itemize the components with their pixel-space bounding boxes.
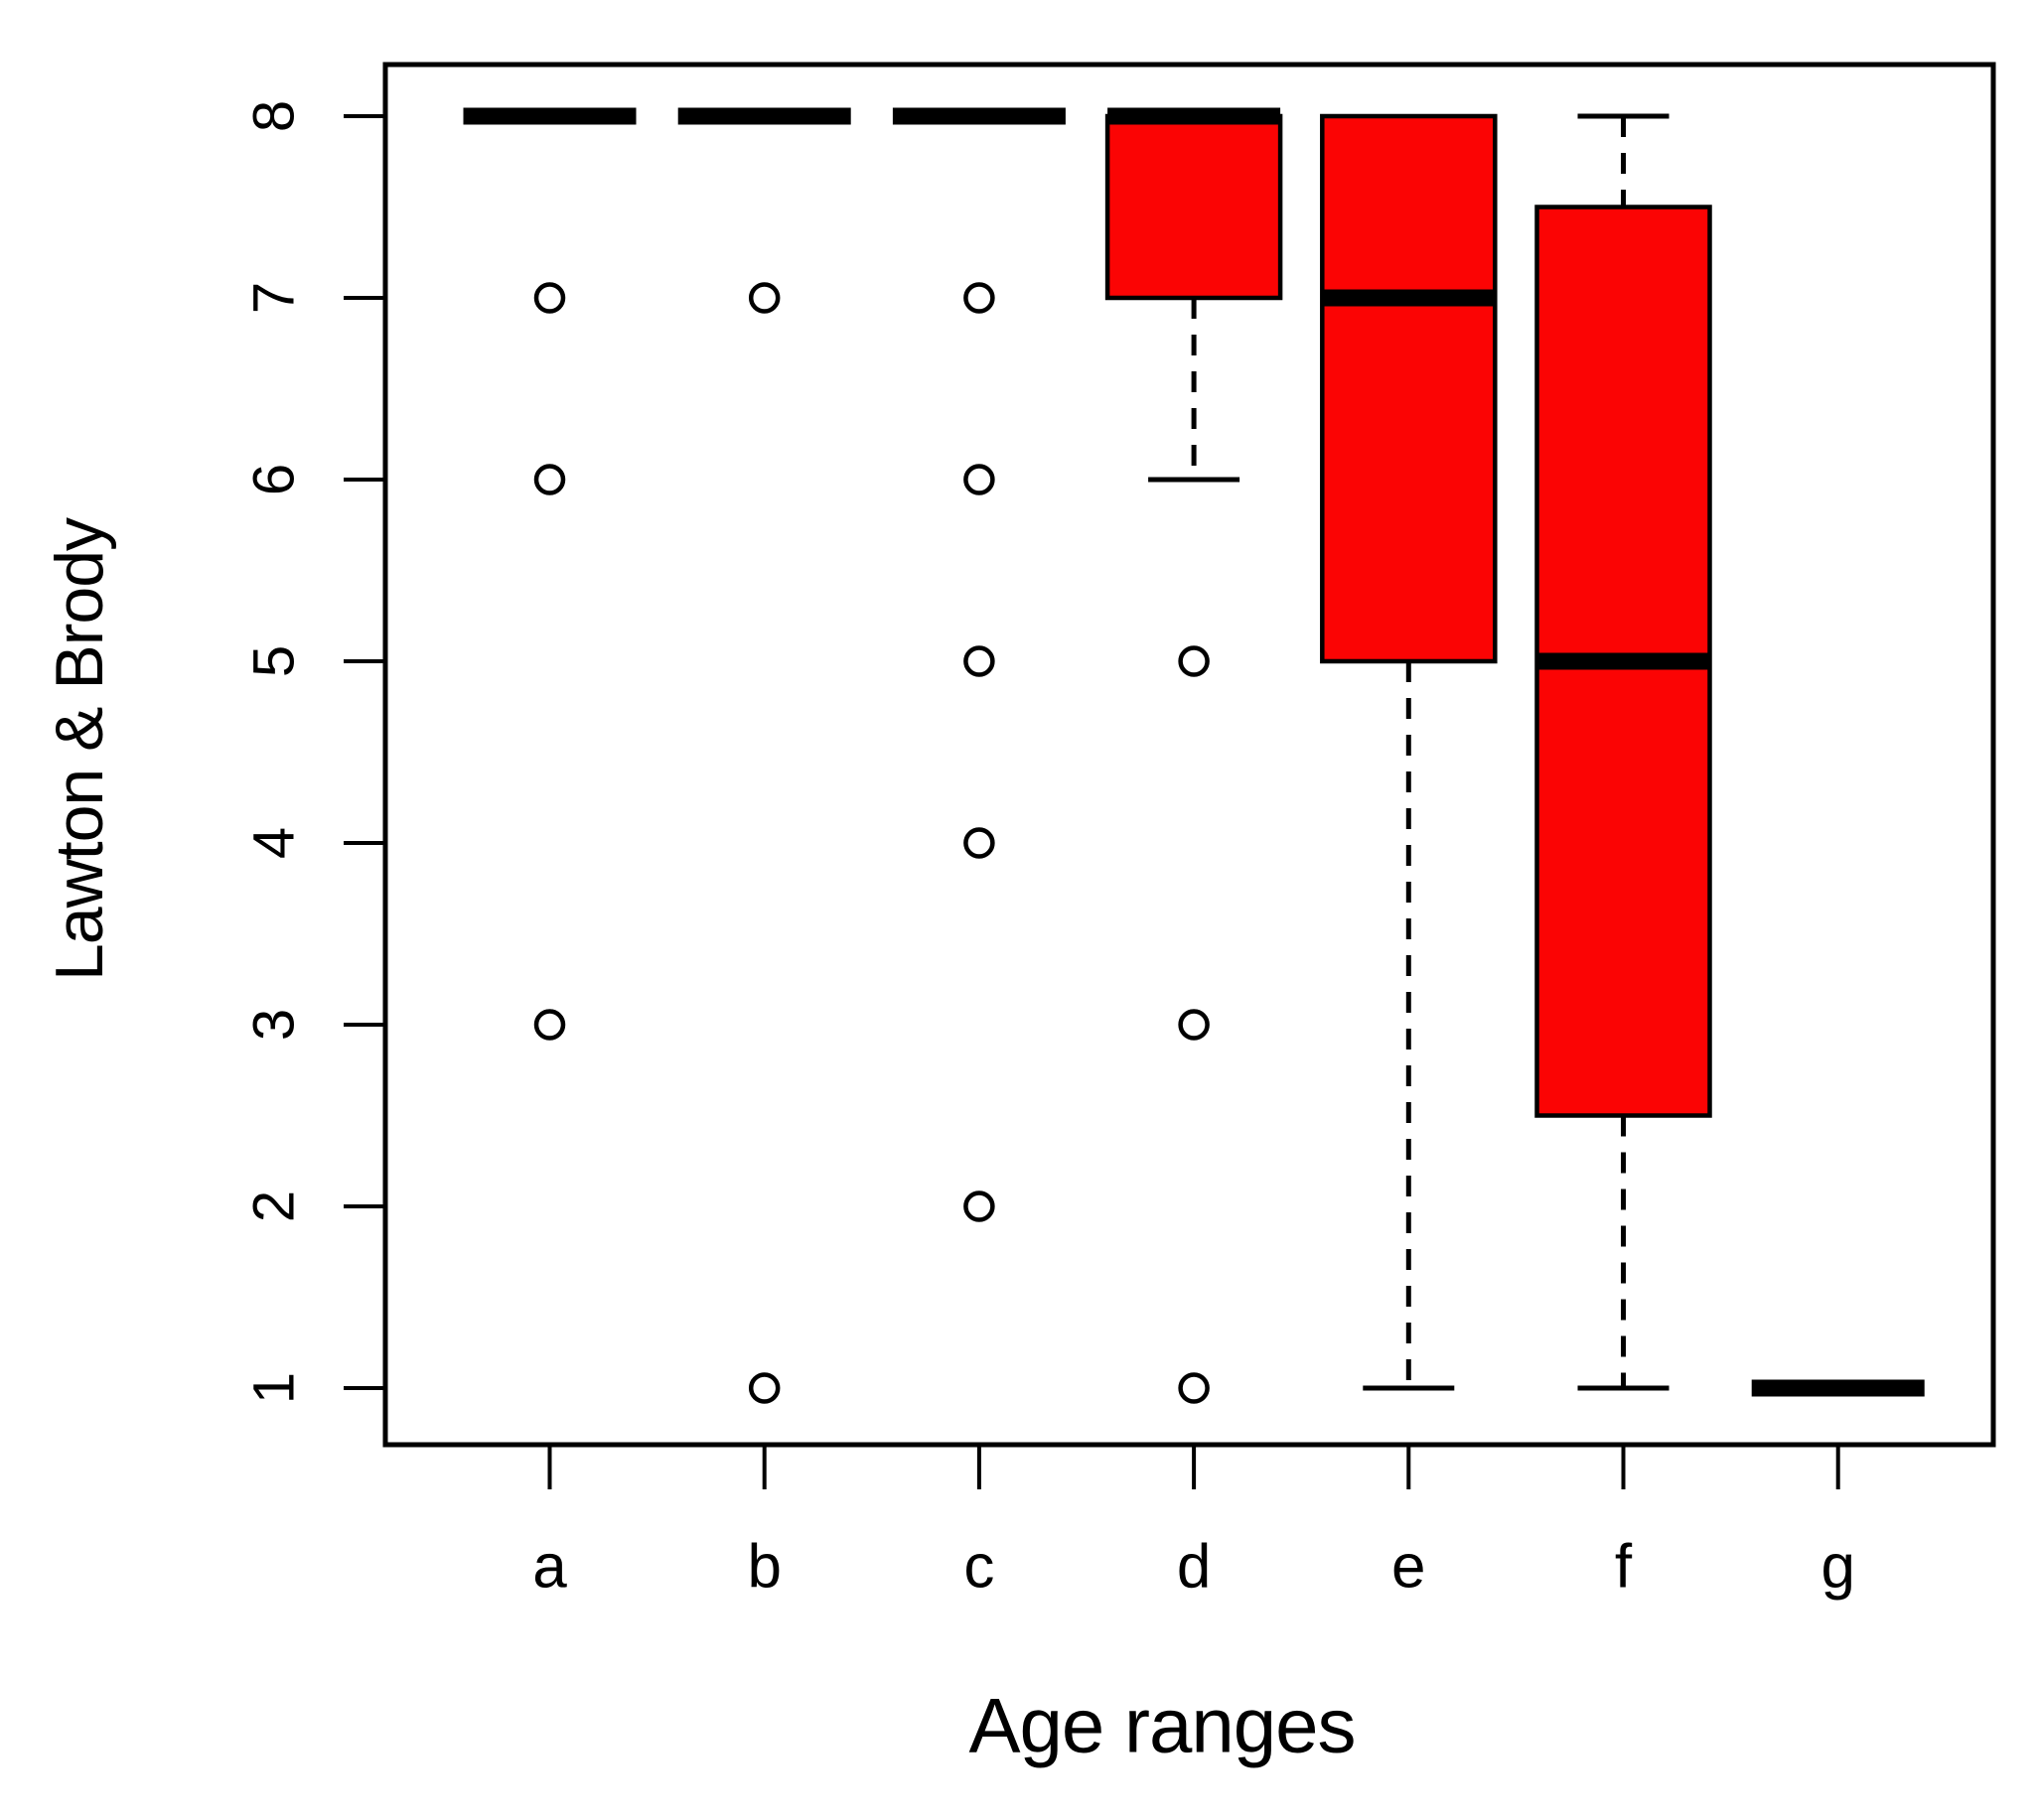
- outlier-point-b-1: [748, 1372, 781, 1404]
- median-line-a: [463, 107, 637, 125]
- y-tick-label: 6: [242, 464, 307, 495]
- plot-border: [382, 62, 1996, 1448]
- outlier-point-b-7: [748, 282, 781, 314]
- median-line-g: [1751, 1379, 1925, 1397]
- iqr-box-d: [1104, 113, 1283, 301]
- outlier-point-a-3: [533, 1009, 566, 1041]
- y-tick-label: 5: [242, 645, 307, 677]
- y-axis-title: Lawton & Brody: [42, 517, 117, 982]
- outlier-point-c-6: [963, 464, 995, 495]
- x-axis-title: Age ranges: [968, 1681, 1357, 1769]
- outlier-point-c-2: [963, 1190, 995, 1222]
- median-line-e: [1322, 289, 1496, 307]
- x-tick-label: d: [1177, 1533, 1211, 1602]
- x-tick-label: c: [963, 1533, 994, 1602]
- outlier-point-d-1: [1178, 1372, 1210, 1404]
- y-tick-label: 4: [242, 827, 307, 859]
- outlier-point-d-3: [1178, 1009, 1210, 1041]
- outlier-point-a-6: [533, 464, 566, 495]
- median-line-b: [677, 107, 851, 125]
- x-tick-label: g: [1820, 1533, 1854, 1602]
- y-tick-label: 8: [242, 100, 307, 132]
- x-tick-label: e: [1391, 1533, 1425, 1602]
- y-tick-label: 3: [242, 1009, 307, 1041]
- outlier-point-d-5: [1178, 645, 1210, 677]
- median-line-f: [1536, 652, 1710, 670]
- y-tick-label: 1: [242, 1372, 307, 1404]
- outlier-point-c-5: [963, 645, 995, 677]
- x-tick-label: b: [747, 1533, 781, 1602]
- median-line-c: [892, 107, 1066, 125]
- x-tick-label: a: [532, 1533, 567, 1602]
- y-tick-label: 2: [242, 1190, 307, 1222]
- outlier-point-c-7: [963, 282, 995, 314]
- median-line-d: [1107, 107, 1281, 125]
- iqr-box-e: [1320, 113, 1498, 664]
- outlier-point-c-4: [963, 827, 995, 859]
- outlier-point-a-7: [533, 282, 566, 314]
- y-tick-label: 7: [242, 282, 307, 314]
- x-tick-label: f: [1615, 1533, 1633, 1602]
